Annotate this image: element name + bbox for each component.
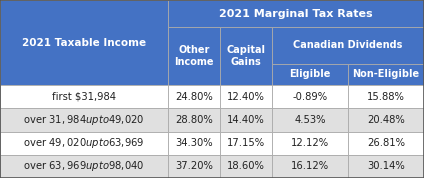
Text: over $63,969 up to $98,040: over $63,969 up to $98,040 bbox=[23, 159, 145, 173]
Bar bbox=[348, 108, 424, 132]
Bar bbox=[272, 108, 348, 132]
Bar bbox=[168, 132, 220, 155]
Bar bbox=[348, 85, 424, 108]
Text: 17.15%: 17.15% bbox=[227, 138, 265, 148]
Bar bbox=[220, 132, 272, 155]
Text: 28.80%: 28.80% bbox=[175, 115, 213, 125]
Text: 12.40%: 12.40% bbox=[227, 92, 265, 102]
Bar bbox=[0, 155, 168, 178]
Bar bbox=[272, 27, 424, 64]
Bar bbox=[168, 85, 220, 108]
Text: Other
Income: Other Income bbox=[174, 45, 214, 67]
Text: 34.30%: 34.30% bbox=[175, 138, 213, 148]
Text: 26.81%: 26.81% bbox=[367, 138, 405, 148]
Bar bbox=[272, 64, 348, 85]
Text: 16.12%: 16.12% bbox=[291, 161, 329, 171]
Text: 15.88%: 15.88% bbox=[367, 92, 405, 102]
Text: over $49,020 up to $63,969: over $49,020 up to $63,969 bbox=[23, 136, 145, 150]
Text: 4.53%: 4.53% bbox=[294, 115, 326, 125]
Text: over $31,984 up to $49,020: over $31,984 up to $49,020 bbox=[23, 113, 145, 127]
Bar bbox=[168, 155, 220, 178]
Text: first $31,984: first $31,984 bbox=[52, 92, 116, 102]
Bar bbox=[220, 108, 272, 132]
Bar bbox=[348, 64, 424, 85]
Text: 2021 Marginal Tax Rates: 2021 Marginal Tax Rates bbox=[219, 9, 373, 19]
Bar bbox=[168, 0, 424, 27]
Text: 14.40%: 14.40% bbox=[227, 115, 265, 125]
Bar bbox=[0, 85, 168, 108]
Text: 30.14%: 30.14% bbox=[367, 161, 405, 171]
Text: Capital
Gains: Capital Gains bbox=[226, 45, 265, 67]
Bar bbox=[272, 155, 348, 178]
Bar bbox=[168, 108, 220, 132]
Bar bbox=[220, 85, 272, 108]
Text: 37.20%: 37.20% bbox=[175, 161, 213, 171]
Bar bbox=[272, 85, 348, 108]
Text: Eligible: Eligible bbox=[289, 69, 331, 80]
Text: Non-Eligible: Non-Eligible bbox=[352, 69, 420, 80]
Bar bbox=[0, 132, 168, 155]
Text: Canadian Dividends: Canadian Dividends bbox=[293, 40, 403, 51]
Text: 12.12%: 12.12% bbox=[291, 138, 329, 148]
Bar bbox=[348, 155, 424, 178]
Bar bbox=[168, 27, 220, 85]
Bar bbox=[272, 132, 348, 155]
Text: -0.89%: -0.89% bbox=[293, 92, 328, 102]
Bar bbox=[220, 27, 272, 85]
Bar bbox=[348, 132, 424, 155]
Text: 20.48%: 20.48% bbox=[367, 115, 405, 125]
Bar bbox=[220, 155, 272, 178]
Text: 2021 Taxable Income: 2021 Taxable Income bbox=[22, 38, 146, 48]
Bar bbox=[0, 108, 168, 132]
Text: 18.60%: 18.60% bbox=[227, 161, 265, 171]
Bar bbox=[0, 0, 168, 85]
Text: 24.80%: 24.80% bbox=[175, 92, 213, 102]
